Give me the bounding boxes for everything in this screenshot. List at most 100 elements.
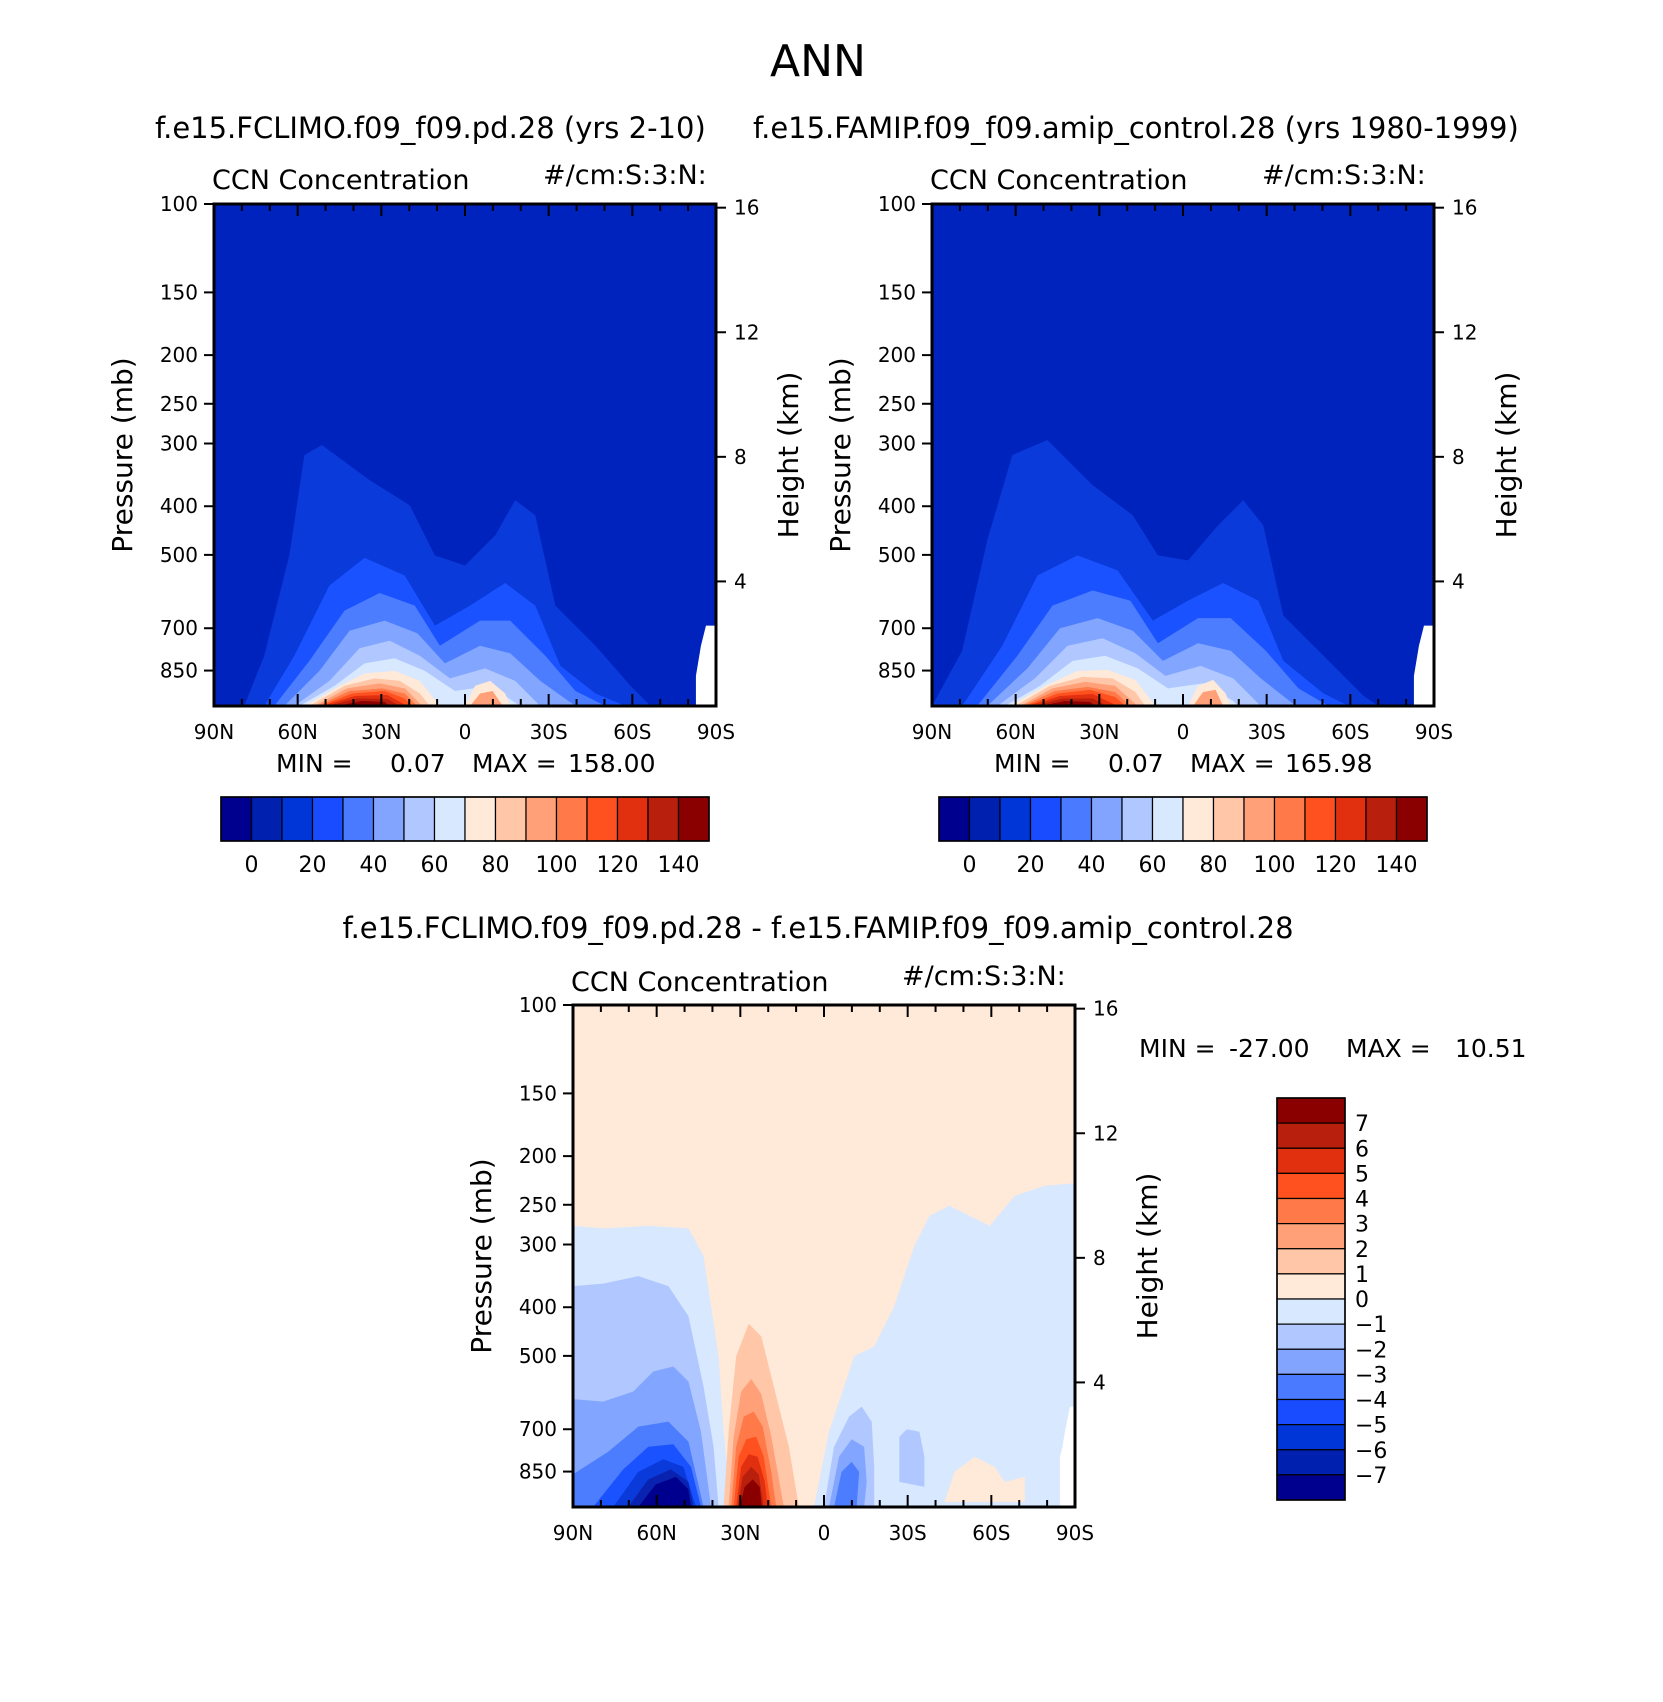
panel-1-min-label: MIN = [276,749,353,778]
panel-2-ytick-label: 700 [878,616,916,640]
panel-3-ylabel: Pressure (mb) [465,1158,498,1353]
panel-3-colorbar-label: −1 [1355,1313,1387,1338]
panel-1-ytick-label: 400 [160,494,198,518]
panel-3-colorbar-swatch [1276,1449,1346,1476]
panel-2: f.e15.FAMIP.f09_f09.amip_control.28 (yrs… [753,111,1523,878]
panel-1-ytick-label: 850 [160,659,198,683]
panel-1-colorbar-label: 0 [245,853,259,878]
panel-3-colorbar-swatch [1276,1248,1346,1275]
panel-1-ylabel: Pressure (mb) [106,357,139,552]
panel-3-band-neg-7 [638,1476,691,1507]
panel-3-colorbar-swatch [1276,1474,1346,1501]
panel-3-y2tick-label: 16 [1093,997,1118,1021]
panel-3-xtick-label: 60S [972,1521,1010,1545]
panel-2-y2tick-label: 12 [1452,320,1477,344]
panel-3-colorbar-label: −2 [1355,1338,1387,1363]
panel-1-ytick-label: 150 [160,280,198,304]
panel-2-ytick-label: 300 [878,432,916,456]
panel-2-xtick-label: 60N [995,720,1035,744]
panel-3-colorbar-swatch [1276,1348,1346,1375]
panel-2-ylabel: Pressure (mb) [824,357,857,552]
panel-1-secondary-band-90 [470,690,503,706]
panel-2-xtick-label: 90S [1415,720,1453,744]
panel-1-colorbar-label: 40 [360,853,388,878]
panel-3-colorbar-frame [1276,1097,1346,1501]
panel-3-y2tick-label: 4 [1093,1370,1106,1394]
panel-2-y2tick-label: 4 [1452,569,1465,593]
panel-1-min-value: 0.07 [390,749,446,778]
panel-2-max-label: MAX = [1190,749,1275,778]
panel-1-plot [214,204,716,706]
panel-3-ytick-label: 250 [519,1193,557,1217]
panel-3-colorbar-swatch [1276,1398,1346,1426]
panel-3-y2tick-label: 12 [1093,1121,1118,1145]
panel-1-minmax: MIN = 0.07 MAX = 158.00 [276,749,655,778]
panel-3-xtick-label: 60N [636,1521,676,1545]
panel-1-colorbar-label: 140 [658,853,700,878]
panel-2-xtick-label: 30N [1079,720,1119,744]
panel-1-xtick-label: 60S [613,720,651,744]
panel-3-ytick-label: 850 [519,1460,557,1484]
panel-2-secondary-band-90 [1193,689,1224,706]
panel-2-min-label: MIN = [994,749,1071,778]
panel-1-colorbar-swatch [464,796,497,842]
panel-1-colorbar-frame [220,796,710,842]
panel-3-colorbar-swatch [1276,1172,1346,1200]
panel-2-colorbar-swatch [1212,796,1245,842]
panel-2-colorbar-swatch [1151,796,1184,842]
panel-2-colorbar-swatch [1060,796,1093,842]
panel-3-ytick-label: 100 [519,993,557,1017]
panel-3-min-label: MIN = [1139,1034,1216,1063]
panel-1-colorbar-swatch [342,796,375,842]
panel-1-colorbar-swatch [372,796,405,842]
panel-2-units-label: #/cm:S:3:N: [1262,160,1426,191]
panel-1-colorbar-swatch [616,796,649,842]
panel-2-plot [932,204,1434,706]
panel-2-colorbar-swatch [1334,796,1367,842]
panel-1-xtick-label: 90S [697,720,735,744]
panel-3-ytick-label: 150 [519,1081,557,1105]
panel-2-colorbar-swatch [1395,796,1428,842]
panel-2-xtick-label: 30S [1248,720,1286,744]
panel-2-ytick-label: 500 [878,543,916,567]
panel-1-ytick-label: 500 [160,543,198,567]
panel-1-colorbar-label: 120 [597,853,639,878]
panel-1-xtick-label: 30N [361,720,401,744]
panel-1-edge-white [695,625,716,706]
panel-2-colorbar-swatch [938,796,971,842]
panel-3-ytick-label: 400 [519,1295,557,1319]
panel-3-colorbar-label: −7 [1355,1464,1387,1489]
panel-3-colorbar-swatch [1276,1323,1346,1350]
panel-1-colorbar-swatch [555,796,588,842]
panel-1-ytick-label: 200 [160,343,198,367]
panel-3-colorbar-swatch [1276,1223,1346,1250]
panel-3-colorbar-label: 5 [1355,1162,1369,1187]
panel-2-colorbar-swatch [1090,796,1123,842]
panel-2-colorbar-swatch [1304,796,1337,842]
panel-2-colorbar-label: 0 [963,853,977,878]
panel-3-colorbar-swatch [1276,1197,1346,1225]
panel-1-colorbar-swatch [250,796,283,842]
panel-3-colorbar-label: 2 [1355,1238,1369,1263]
panel-3-xtick-label: 30N [720,1521,760,1545]
panel-1-colorbar-label: 100 [536,853,578,878]
panel-3-band-neg-3-south [834,1461,860,1507]
panel-3-colorbar-swatch [1276,1273,1346,1300]
panel-3-colorbar-label: 1 [1355,1263,1369,1288]
panel-2-ytick-label: 200 [878,343,916,367]
panel-2-colorbar-swatch [1273,796,1306,842]
panel-3-colorbar-swatch [1276,1122,1346,1149]
panel-3-colorbar-label: 6 [1355,1137,1369,1162]
panel-3-ytick-label: 700 [519,1417,557,1441]
panel-1-title: f.e15.FCLIMO.f09_f09.pd.28 (yrs 2-10) [155,111,706,145]
panel-2-colorbar-swatch [1182,796,1215,842]
panel-3-variable-label: CCN Concentration [571,967,829,998]
panel-3-band-neg-0-south [813,1183,1075,1507]
panel-2-colorbar-label: 120 [1315,853,1357,878]
panel-3-units-label: #/cm:S:3:N: [902,961,1066,992]
panel-3-edge-white [1059,1406,1075,1507]
panel-2-colorbar-swatch [968,796,1001,842]
panel-1-colorbar-swatch [647,796,680,842]
panel-3-xtick-label: 90N [553,1521,593,1545]
